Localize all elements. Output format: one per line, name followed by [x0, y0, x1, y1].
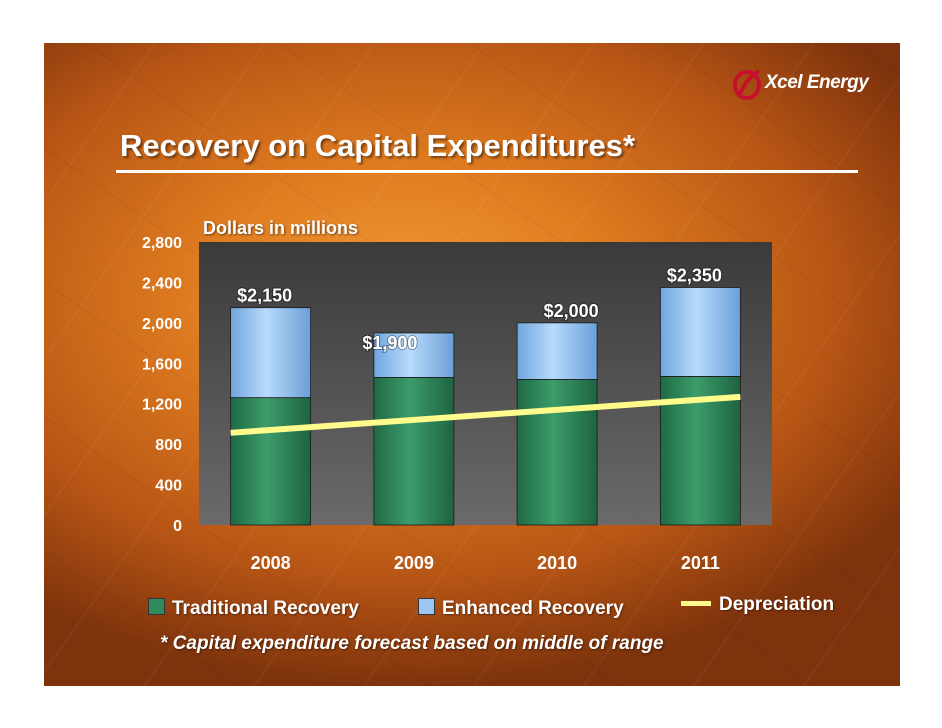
legend-label-enhanced: Enhanced Recovery	[442, 598, 624, 619]
total-label-2009: $1,900	[362, 333, 417, 353]
bar-enhanced-recovery-2009	[373, 332, 455, 378]
legend-swatch-depreciation	[681, 601, 711, 606]
slide-title: Recovery on Capital Expenditures*	[120, 128, 636, 163]
total-label-2011: $2,350	[667, 265, 722, 285]
bar-traditional-recovery-2008	[230, 397, 312, 526]
legend-label-traditional: Traditional Recovery	[172, 598, 359, 619]
logo-text: Xcel Energy	[765, 72, 869, 93]
y-tick-label: 400	[155, 478, 182, 495]
footnote: * Capital expenditure forecast based on …	[160, 633, 664, 654]
total-label-2010: $2,000	[544, 301, 599, 321]
legend-label-depreciation: Depreciation	[719, 594, 835, 615]
xcel-energy-logo: Xcel Energy	[733, 65, 893, 105]
bar-traditional-recovery-2009	[373, 377, 455, 526]
y-tick-label: 1,600	[142, 356, 182, 373]
y-tick-label: 2,000	[142, 316, 182, 333]
bar-enhanced-recovery-2010	[516, 322, 598, 380]
chart-subtitle: Dollars in millions	[203, 218, 359, 238]
legend-item-depreciation: Depreciation	[681, 594, 834, 616]
x-tick-label-2011: 2011	[681, 553, 720, 573]
y-tick-label: 800	[155, 437, 182, 454]
y-tick-label: 2,800	[142, 235, 182, 252]
title-underline	[116, 170, 858, 173]
x-tick-label-2010: 2010	[537, 553, 577, 573]
bar-enhanced-recovery-2008	[230, 307, 312, 399]
depreciation-line	[230, 393, 741, 436]
legend-swatch-enhanced	[418, 598, 435, 615]
x-tick-label-2008: 2008	[251, 553, 291, 573]
y-tick-label: 2,400	[142, 275, 182, 292]
total-label-2008: $2,150	[237, 286, 292, 306]
legend-item-traditional: Traditional Recovery	[148, 598, 359, 620]
y-tick-label: 1,200	[142, 397, 182, 414]
flame-icon	[733, 69, 761, 100]
bar-traditional-recovery-2010	[516, 379, 598, 526]
legend-swatch-traditional	[148, 598, 165, 615]
x-tick-label-2009: 2009	[394, 553, 434, 573]
bar-enhanced-recovery-2011	[659, 287, 741, 377]
legend-item-enhanced: Enhanced Recovery	[418, 598, 624, 620]
y-tick-label: 0	[173, 518, 182, 535]
